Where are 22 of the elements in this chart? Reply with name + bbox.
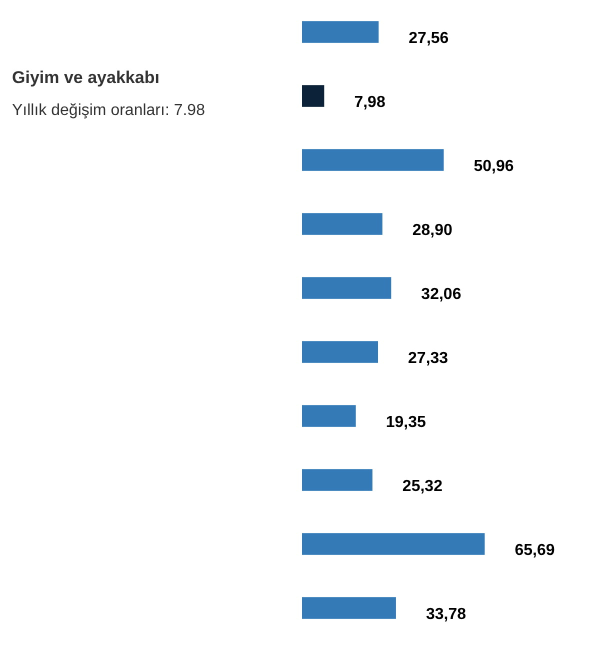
bar bbox=[302, 85, 324, 107]
bar bbox=[302, 21, 379, 43]
data-label: 25,32 bbox=[402, 478, 443, 495]
data-label: 50,96 bbox=[474, 158, 514, 175]
data-label: 7,98 bbox=[354, 94, 386, 111]
data-label: 27,33 bbox=[408, 350, 448, 367]
data-label: 33,78 bbox=[426, 606, 466, 623]
text: Yıllık değişim oranları: 7.98 bbox=[12, 102, 206, 119]
data-label: 28,90 bbox=[412, 222, 453, 239]
bar bbox=[302, 469, 372, 491]
bar bbox=[302, 213, 382, 235]
text: Giyim ve ayakkabı bbox=[12, 68, 160, 87]
data-label: 27,56 bbox=[408, 30, 449, 47]
bar bbox=[302, 405, 356, 427]
bar bbox=[302, 597, 396, 619]
data-label: 32,06 bbox=[421, 286, 462, 303]
bar bbox=[302, 277, 392, 299]
bar bbox=[302, 149, 444, 171]
data-label: 19,35 bbox=[386, 414, 426, 431]
bar bbox=[302, 341, 378, 363]
bar bbox=[302, 533, 485, 555]
data-label: 65,69 bbox=[514, 542, 555, 559]
